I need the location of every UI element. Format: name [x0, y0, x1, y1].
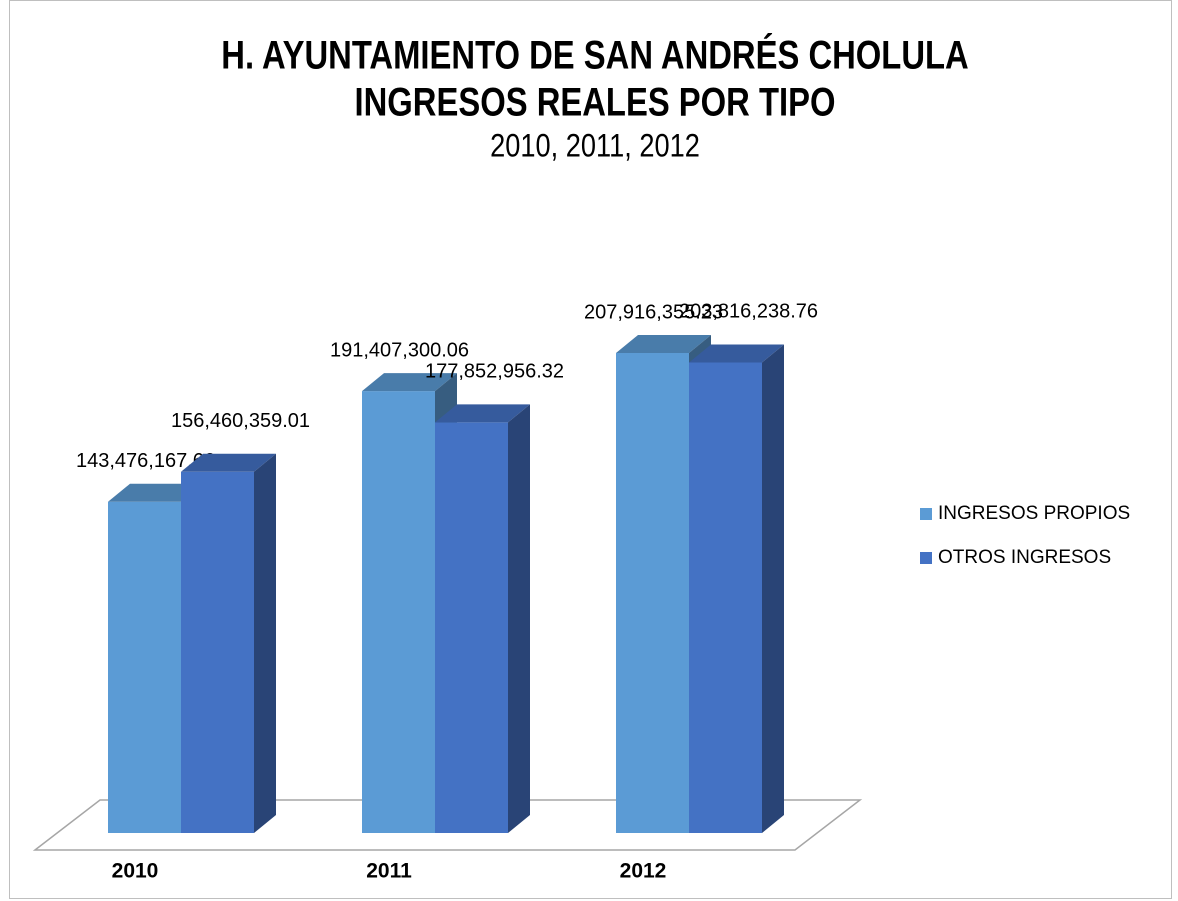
bar-top [362, 373, 457, 392]
chart-title: H. AYUNTAMIENTO DE SAN ANDRÉS CHOLULA [221, 32, 968, 77]
legend-label: INGRESOS PROPIOS [938, 503, 1130, 524]
bar [108, 501, 181, 833]
bar [616, 353, 689, 833]
legend-swatch [920, 552, 932, 564]
legend-swatch [920, 508, 932, 520]
data-label: 207,916,355.23 [584, 301, 723, 323]
x-tick-label: 2012 [620, 860, 667, 883]
data-label: 143,476,167.66 [76, 450, 215, 472]
bar-top [435, 404, 530, 423]
bar-top [616, 335, 711, 353]
x-tick-label: 2011 [366, 860, 412, 883]
data-label: 191,407,300.06 [330, 339, 469, 361]
x-tick-label: 2010 [112, 860, 159, 883]
bar-top [108, 483, 203, 502]
data-label: 156,460,359.01 [171, 410, 310, 432]
bar-top [181, 453, 276, 472]
data-label: 203,816,238.76 [679, 301, 818, 323]
bar [435, 422, 508, 833]
bar-top [689, 344, 784, 363]
bar [181, 471, 254, 833]
floor [32, 799, 863, 851]
bar [362, 391, 435, 833]
bar [689, 362, 762, 833]
chart-subtitle: 2010, 2011, 2012 [490, 128, 700, 164]
bar-side [508, 404, 530, 833]
bar-side [254, 453, 276, 833]
legend-label: OTROS INGRESOS [938, 547, 1111, 568]
data-label: 177,852,956.32 [425, 361, 564, 383]
bar-side [762, 344, 784, 833]
chart-title: INGRESOS REALES POR TIPO [355, 79, 836, 124]
